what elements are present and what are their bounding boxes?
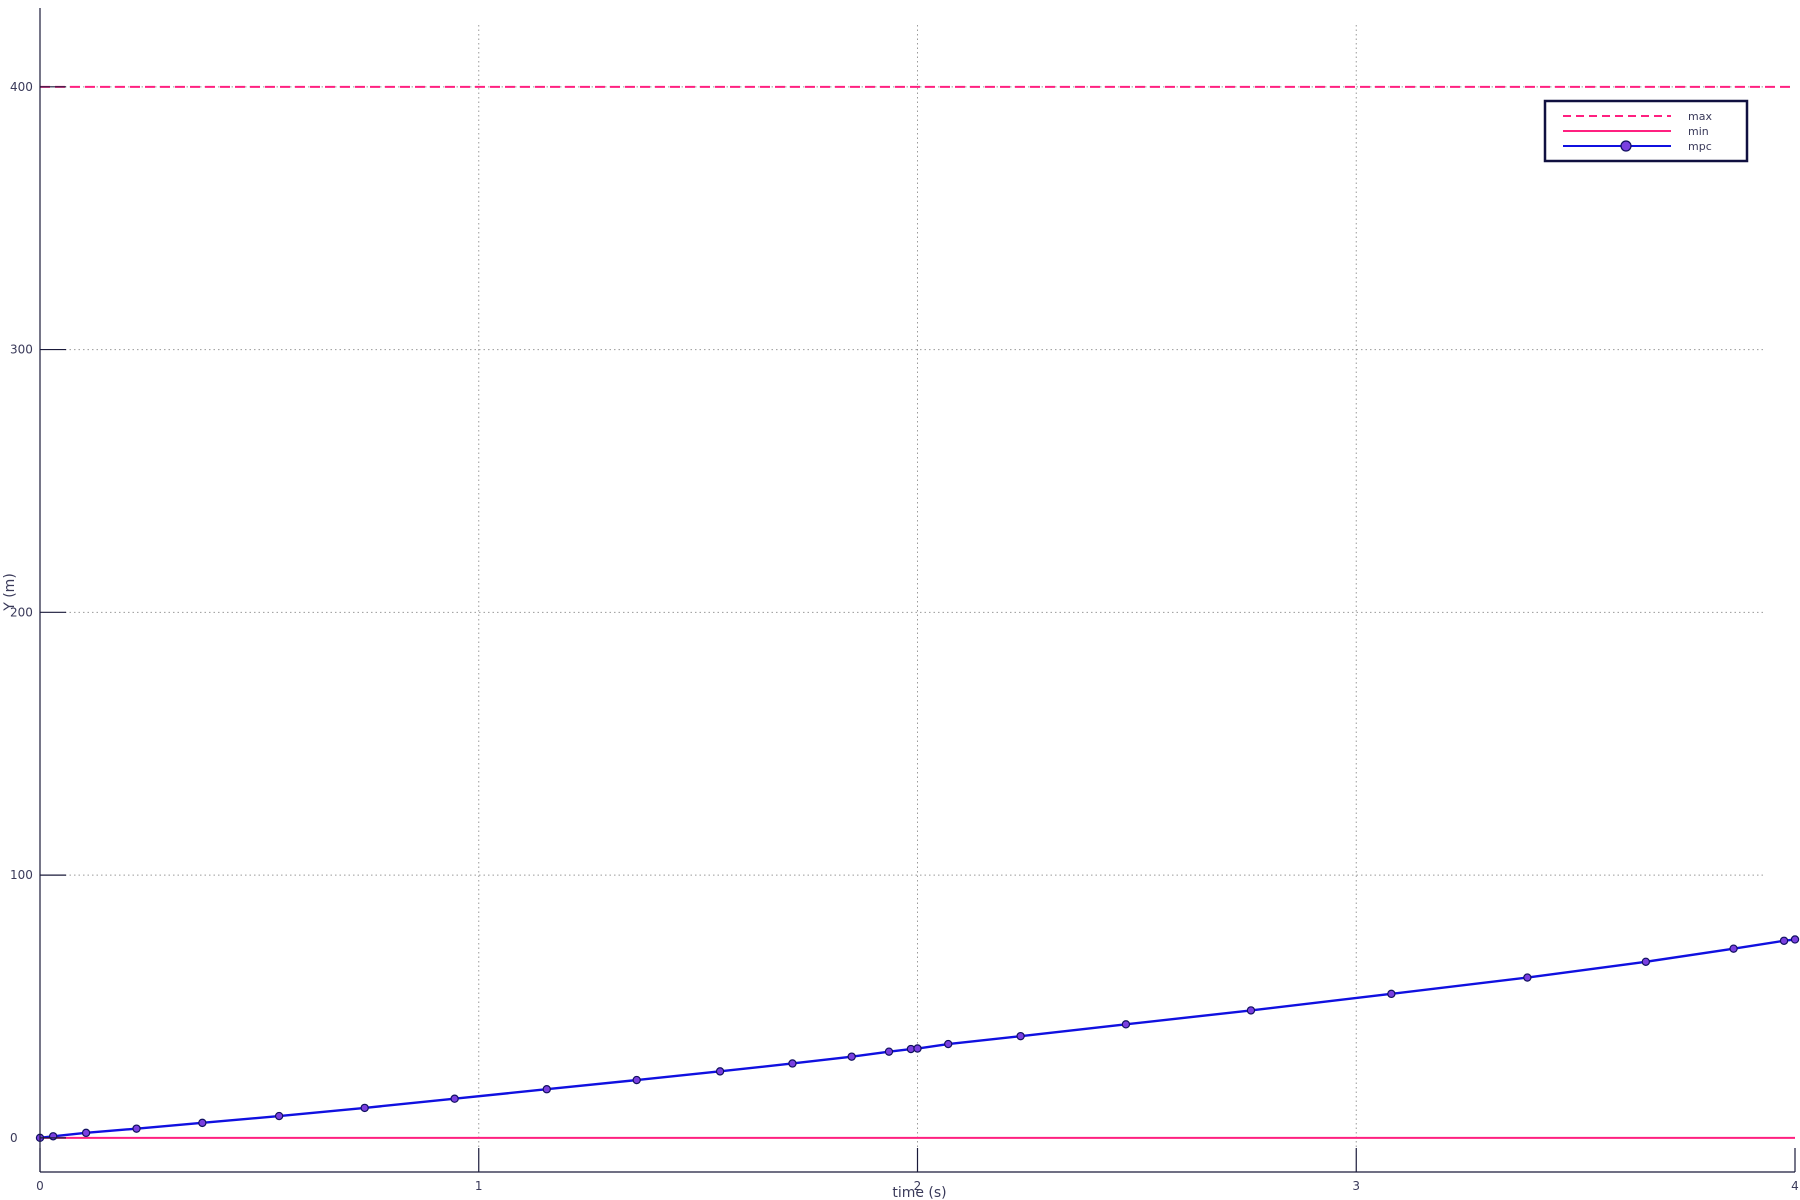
y-tick-label: 400 [10, 80, 33, 94]
y-tick-label: 200 [10, 605, 33, 619]
legend-label-min: min [1688, 125, 1709, 138]
x-tick-label: 2 [914, 1179, 922, 1193]
series-mpc-point [450, 1094, 459, 1103]
axes [39, 8, 1796, 1173]
series-mpc-point [944, 1039, 953, 1049]
series-mpc-point [1016, 1031, 1025, 1041]
series-mpc-point [274, 1111, 284, 1121]
x-tick-label: 0 [36, 1179, 44, 1193]
series-mpc-point [1121, 1020, 1131, 1029]
series-mpc-point [198, 1118, 207, 1128]
legend: max min mpc [1543, 99, 1749, 163]
series-mpc-point [1523, 973, 1532, 982]
y-tick-label: 0 [10, 1131, 18, 1145]
x-tick-label: 1 [475, 1179, 483, 1193]
series-mpc-point [715, 1067, 725, 1076]
series-layer [35, 85, 1800, 1143]
series-mpc-point [48, 1132, 58, 1141]
series-mpc-point [1246, 1006, 1256, 1015]
series-mpc-point [1779, 936, 1789, 945]
series-mpc-point [1387, 989, 1396, 999]
series-mpc-point [884, 1047, 894, 1056]
y-axis-title: Y (m) [2, 573, 18, 612]
series-mpc-line [39, 938, 1796, 1140]
series-mpc-point [132, 1124, 141, 1133]
series-mpc-point [360, 1103, 369, 1113]
legend-label-max: max [1688, 110, 1712, 123]
tick-labels: 0 100 200 300 400 0 1 2 3 4 [10, 80, 1799, 1193]
series-mpc-point [632, 1075, 641, 1085]
x-tick-label: 4 [1791, 1179, 1799, 1193]
series-mpc-point [913, 1044, 922, 1053]
series-mpc-point [788, 1059, 797, 1068]
y-tick-label: 100 [10, 868, 33, 882]
series-mpc-point [1641, 957, 1651, 966]
x-tick-label: 3 [1352, 1179, 1360, 1193]
series-mpc-point [542, 1085, 551, 1094]
x-axis-title: time (s) [892, 1185, 946, 1200]
legend-label-mpc: mpc [1688, 140, 1712, 153]
series-mpc-point [1790, 935, 1800, 944]
y-tick-label: 300 [10, 343, 33, 357]
series-mpc-point [1729, 944, 1738, 953]
series-mpc-point [81, 1128, 91, 1138]
series-mpc-point [847, 1052, 856, 1061]
legend-marker-mpc [1620, 140, 1632, 152]
